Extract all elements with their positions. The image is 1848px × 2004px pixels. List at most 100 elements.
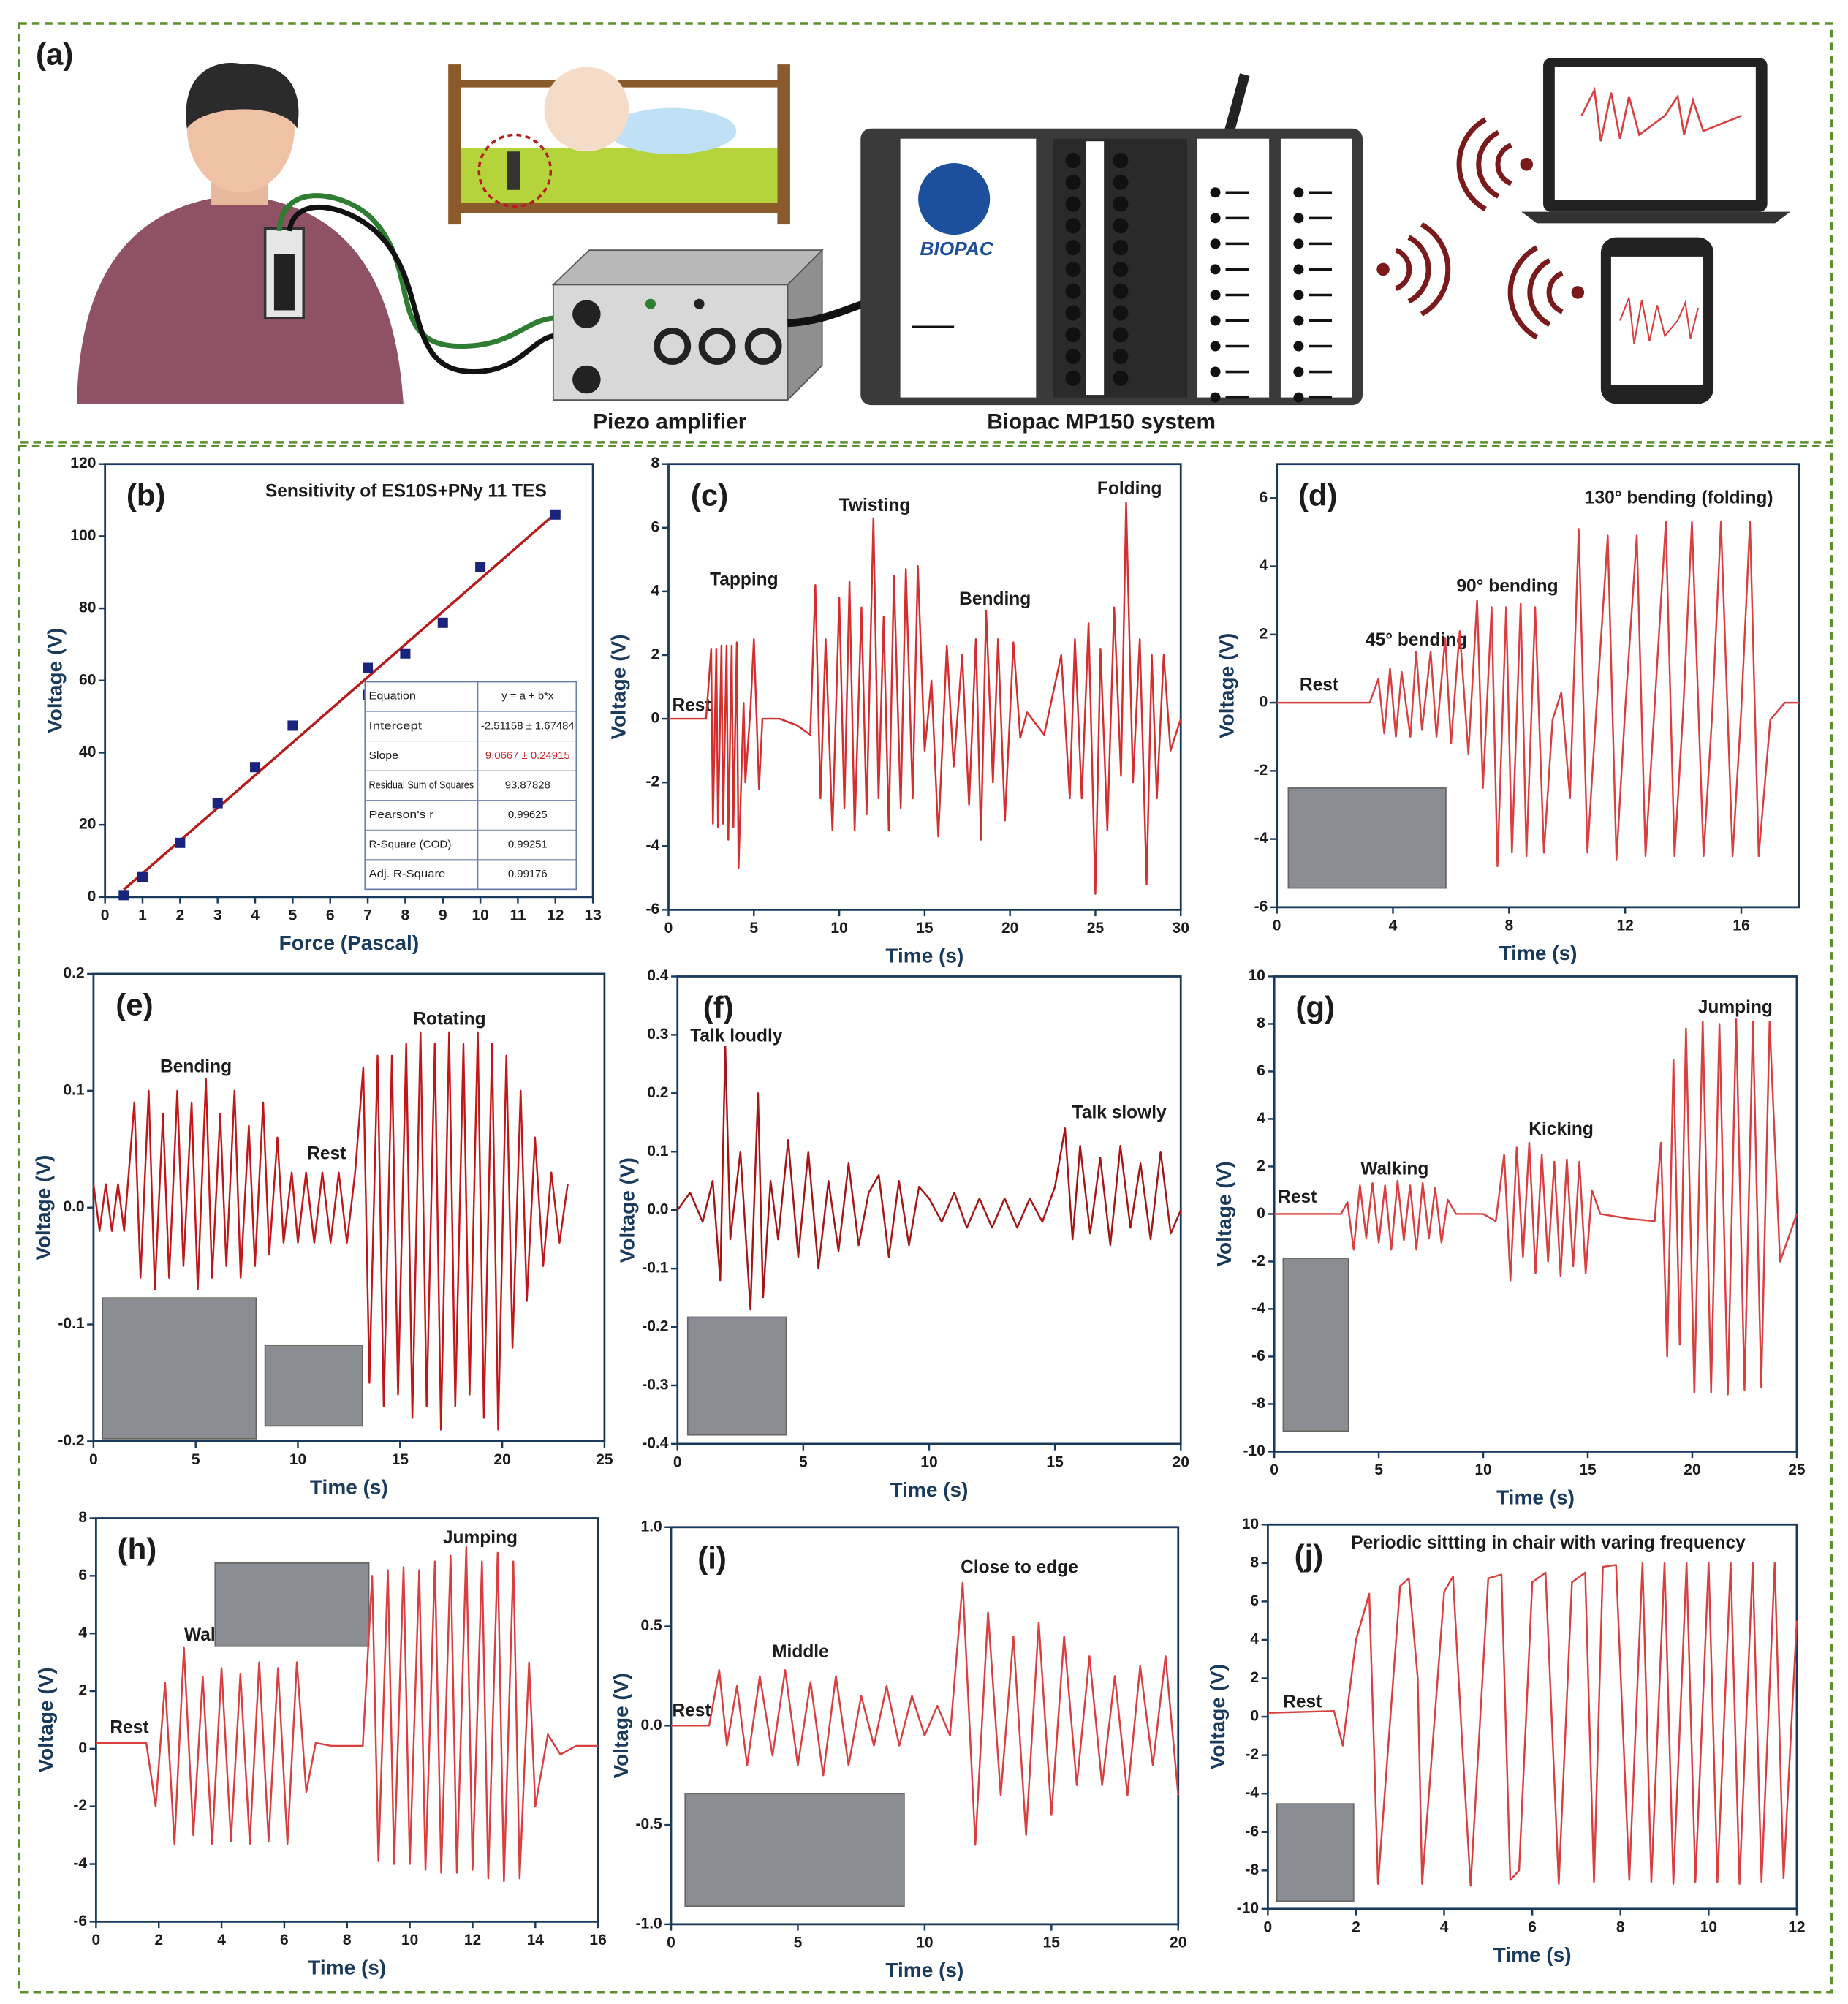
y-axis-label: Voltage (V): [1213, 1161, 1235, 1266]
y-tick-label: 2: [78, 1682, 87, 1699]
x-tick-label: 5: [749, 920, 758, 937]
annotation: Rest: [307, 1143, 346, 1163]
signal-line: [668, 501, 1182, 895]
y-tick-label: -2: [1245, 1746, 1259, 1763]
signal-line: [1276, 521, 1800, 868]
antenna: [1224, 73, 1250, 133]
person-hair: [186, 63, 299, 129]
y-axis-label: Voltage (V): [1215, 633, 1238, 738]
y-tick-label: 0.3: [647, 1026, 668, 1043]
baby-body: [608, 107, 737, 154]
led: [645, 298, 656, 309]
y-tick-label: 60: [79, 671, 96, 688]
panel-label: (i): [697, 1540, 727, 1575]
y-tick-label: 4: [78, 1625, 87, 1641]
annotation: Tapping: [710, 570, 779, 590]
y-tick-label: 100: [70, 527, 96, 544]
port: [1210, 366, 1221, 377]
annotation: Rest: [110, 1717, 148, 1737]
y-tick-label: 2: [1260, 625, 1268, 642]
y-axis-label: Voltage (V): [32, 1155, 55, 1260]
y-axis-label: Voltage (V): [607, 634, 629, 739]
data-point: [363, 662, 374, 673]
y-tick-label: -4: [1245, 1785, 1259, 1801]
y-tick-label: -10: [1243, 1442, 1265, 1459]
panel-frame: [18, 445, 1833, 1994]
port: [1293, 392, 1304, 403]
annotation: Periodic sittting in chair with varing f…: [1351, 1533, 1746, 1553]
port: [1065, 305, 1081, 321]
annotation: Close to edge: [961, 1557, 1078, 1577]
y-tick-label: -0.1: [642, 1260, 669, 1277]
y-tick-label: 0.0: [647, 1201, 668, 1218]
photo-inset: [684, 1793, 905, 1907]
x-tick-label: 20: [1001, 920, 1018, 937]
person-body: [77, 194, 404, 404]
table-cell: 0.99251: [508, 839, 548, 850]
sensor-highlight: [477, 133, 553, 208]
y-tick-label: 2: [1250, 1669, 1259, 1686]
annotation: Walking: [1360, 1159, 1428, 1179]
table-cell: 0.99625: [508, 809, 548, 821]
y-tick-label: 10: [1248, 967, 1265, 984]
y-axis-label: Voltage (V): [1206, 1664, 1229, 1769]
panel-label: (e): [116, 988, 153, 1022]
x-tick-label: 0: [1273, 918, 1281, 934]
photo-inset: [1276, 1803, 1355, 1902]
x-tick-label: 15: [1046, 1454, 1064, 1471]
phone-trace: [1619, 297, 1700, 344]
port: [1065, 283, 1081, 299]
port: [1065, 218, 1081, 234]
y-tick-label: 4: [651, 582, 660, 599]
x-tick-label: 0: [667, 1935, 675, 1951]
knob: [572, 365, 601, 394]
x-tick-label: 2: [154, 1932, 163, 1948]
x-tick-label: 12: [1616, 918, 1633, 934]
y-tick-label: -0.1: [58, 1315, 85, 1332]
annotation: Rest: [1278, 1187, 1317, 1207]
y-axis-label: Voltage (V): [616, 1157, 639, 1263]
y-tick-label: -8: [1245, 1861, 1259, 1878]
table-cell: Equation: [369, 691, 416, 703]
port: [1065, 196, 1081, 212]
photo-inset: [1282, 1258, 1349, 1432]
port: [1113, 349, 1129, 365]
y-tick-label: -0.4: [642, 1434, 669, 1451]
fit-line: [123, 513, 556, 891]
x-tick-label: 8: [1504, 918, 1513, 934]
y-tick-label: 8: [1257, 1015, 1265, 1032]
y-tick-label: 120: [70, 455, 96, 472]
annotation: Folding: [1097, 479, 1162, 499]
y-tick-label: -0.2: [642, 1318, 668, 1335]
port: [1293, 213, 1304, 224]
annotation: Wal: [184, 1625, 216, 1645]
x-tick-label: 10: [1700, 1919, 1717, 1936]
y-tick-label: -2: [646, 774, 660, 790]
table-cell: Pearson's r: [369, 809, 434, 821]
annotation: 130° bending (folding): [1585, 488, 1773, 507]
bed-frame: [454, 203, 784, 213]
y-tick-label: -8: [1251, 1395, 1265, 1412]
y-tick-label: -6: [73, 1913, 87, 1929]
table-cell: y = a + b*x: [501, 691, 554, 703]
port: [1065, 370, 1081, 386]
x-tick-label: 0: [1264, 1919, 1273, 1936]
x-tick-label: 12: [1788, 1919, 1805, 1936]
x-tick-label: 10: [1474, 1462, 1491, 1478]
x-tick-label: 4: [1389, 918, 1398, 934]
amplifier-label: Piezo amplifier: [593, 409, 746, 434]
table-cell: Residual Sum of Squares: [369, 779, 474, 791]
port: [1210, 238, 1221, 249]
y-tick-label: 0: [1257, 1205, 1265, 1222]
x-tick-label: 10: [472, 907, 488, 924]
y-tick-label: 2: [1257, 1157, 1265, 1174]
x-tick-label: 4: [217, 1932, 226, 1948]
x-tick-label: 12: [464, 1932, 481, 1948]
baby-head: [544, 67, 629, 152]
photo-inset: [686, 1316, 787, 1436]
y-tick-label: 6: [1257, 1062, 1265, 1079]
table-cell: 93.87828: [505, 779, 550, 791]
panel-label: (j): [1295, 1538, 1324, 1573]
x-axis-label: Time (s): [885, 1959, 963, 1981]
photo-insets: [102, 787, 1447, 1907]
